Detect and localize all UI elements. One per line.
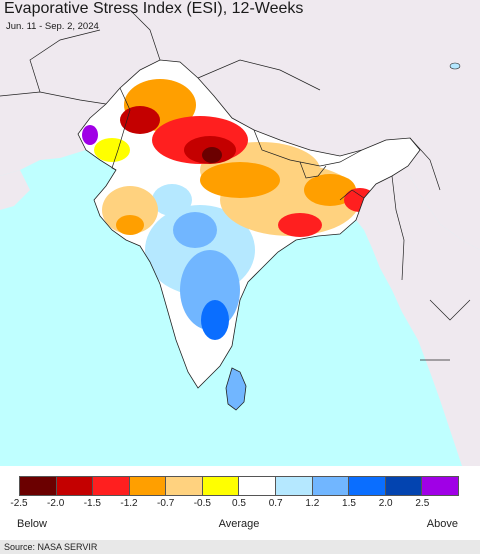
legend-tick-label: -0.7 bbox=[157, 498, 175, 509]
legend-tick-label: 0.7 bbox=[268, 498, 283, 509]
legend-tick-label: -2.5 bbox=[10, 498, 28, 509]
legend-swatch bbox=[93, 477, 130, 495]
legend-swatch bbox=[312, 477, 350, 495]
legend-swatch bbox=[385, 477, 423, 495]
esi-map-canvas bbox=[0, 0, 480, 466]
country-borders bbox=[0, 9, 471, 361]
legend-swatch bbox=[129, 477, 167, 495]
map-title: Evaporative Stress Index (ESI), 12-Weeks bbox=[4, 0, 304, 17]
legend-swatch bbox=[166, 477, 203, 495]
legend-tick-label: 1.2 bbox=[305, 498, 320, 509]
legend-tick-label: -2.0 bbox=[47, 498, 65, 509]
date-range: Jun. 11 - Sep. 2, 2024 bbox=[6, 21, 99, 32]
legend-tick-label: 0.5 bbox=[232, 498, 246, 509]
map bbox=[0, 0, 480, 466]
average-label: Average bbox=[218, 518, 260, 530]
northern-landmass bbox=[0, 0, 480, 250]
legend-swatch bbox=[239, 477, 277, 495]
legend-tick-label: 2.0 bbox=[378, 498, 393, 509]
subcontinent-outline bbox=[77, 59, 421, 389]
legend-tick-label: -0.5 bbox=[193, 498, 211, 509]
legend-tick-label: -1.2 bbox=[120, 498, 138, 509]
legend-swatch bbox=[202, 477, 240, 495]
colorbar bbox=[19, 476, 459, 496]
legend-tick-label: 1.5 bbox=[342, 498, 356, 509]
legend: -2.5 -2.0 -1.5 -1.2 -0.7 -0.5 0.5 0.7 1.2 1.5 2.0 2… bbox=[0, 466, 480, 540]
southeast-asia-landmass bbox=[356, 176, 480, 466]
legend-swatch bbox=[20, 477, 57, 495]
sri-lanka bbox=[225, 367, 247, 411]
legend-swatch bbox=[422, 477, 458, 495]
small-island bbox=[449, 62, 461, 70]
legend-swatch bbox=[56, 477, 94, 495]
legend-swatch bbox=[349, 477, 386, 495]
arabian-coast bbox=[0, 170, 30, 210]
legend-tick-label: 2.5 bbox=[415, 498, 430, 509]
below-label: Below bbox=[17, 518, 47, 530]
legend-swatch bbox=[276, 477, 313, 495]
above-label: Above bbox=[426, 518, 458, 530]
legend-tick-label: -1.5 bbox=[83, 498, 101, 509]
source-credit: Source: NASA SERVIR bbox=[0, 540, 480, 554]
